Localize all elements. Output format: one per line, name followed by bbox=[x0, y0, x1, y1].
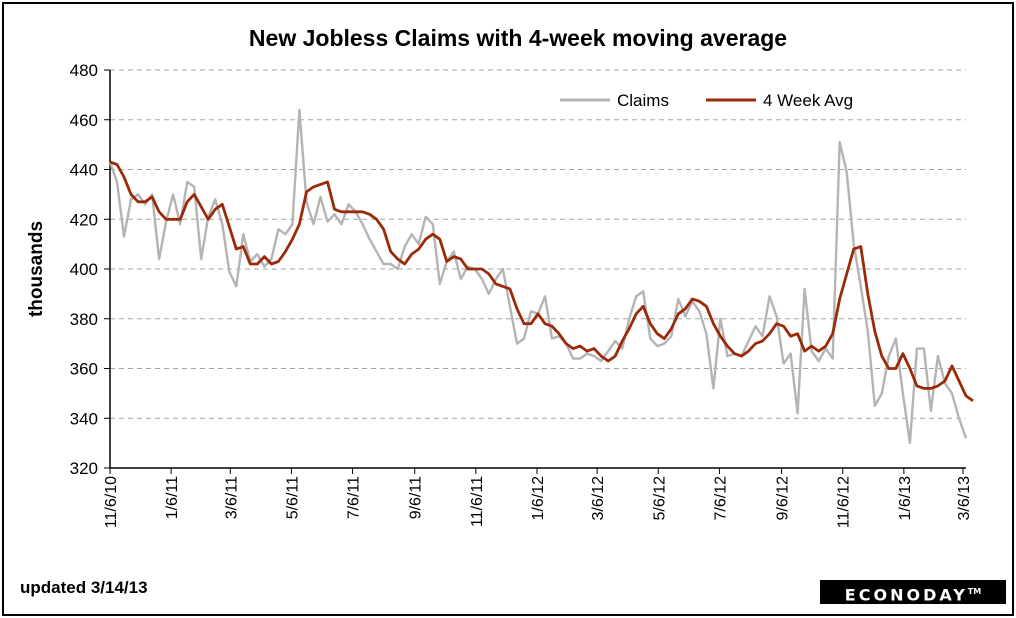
y-tick-label: 440 bbox=[70, 161, 98, 180]
legend-4-week-avg-label: 4 Week Avg bbox=[763, 91, 853, 110]
x-tick-label: 1/6/13 bbox=[897, 476, 914, 521]
y-tick-label: 340 bbox=[70, 409, 98, 428]
y-tick-label: 380 bbox=[70, 310, 98, 329]
econoday-logo: ECONODAYTM bbox=[820, 580, 1006, 604]
x-tick-label: 3/6/13 bbox=[956, 476, 973, 521]
chart-svg: New Jobless Claims with 4-week moving av… bbox=[26, 25, 974, 528]
x-tick-label: 3/6/11 bbox=[223, 476, 240, 519]
x-tick-label: 11/6/11 bbox=[469, 476, 486, 527]
updated-note: updated 3/14/13 bbox=[20, 578, 148, 597]
y-tick-label: 360 bbox=[70, 360, 98, 379]
series-4-week-avg-line bbox=[109, 160, 974, 402]
y-tick-label: 420 bbox=[70, 210, 98, 229]
y-tick-label: 320 bbox=[70, 459, 98, 478]
brand-trademark: TM bbox=[967, 587, 982, 596]
x-tick-label: 9/6/12 bbox=[775, 476, 792, 521]
y-tick-label: 400 bbox=[70, 260, 98, 279]
x-tick-label: 7/6/12 bbox=[712, 476, 729, 521]
x-tick-label: 5/6/11 bbox=[284, 476, 301, 519]
x-tick-label: 1/6/12 bbox=[530, 476, 547, 521]
y-axis-label: thousands bbox=[26, 221, 47, 317]
x-tick-label: 5/6/12 bbox=[651, 476, 668, 521]
x-tick-label: 11/6/12 bbox=[836, 476, 853, 528]
brand-text: ECONODAY bbox=[844, 585, 968, 605]
x-tick-label: 7/6/11 bbox=[346, 476, 363, 519]
x-tick-label: 1/6/11 bbox=[164, 476, 181, 519]
chart-title: New Jobless Claims with 4-week moving av… bbox=[249, 25, 787, 51]
x-tick-label: 11/6/10 bbox=[103, 476, 120, 528]
y-tick-label: 480 bbox=[70, 61, 98, 80]
x-tick-label: 9/6/11 bbox=[408, 476, 425, 519]
y-tick-label: 460 bbox=[70, 111, 98, 130]
legend-claims-label: Claims bbox=[617, 91, 669, 110]
x-tick-label: 3/6/12 bbox=[590, 476, 607, 521]
series-claims-line bbox=[108, 108, 968, 445]
